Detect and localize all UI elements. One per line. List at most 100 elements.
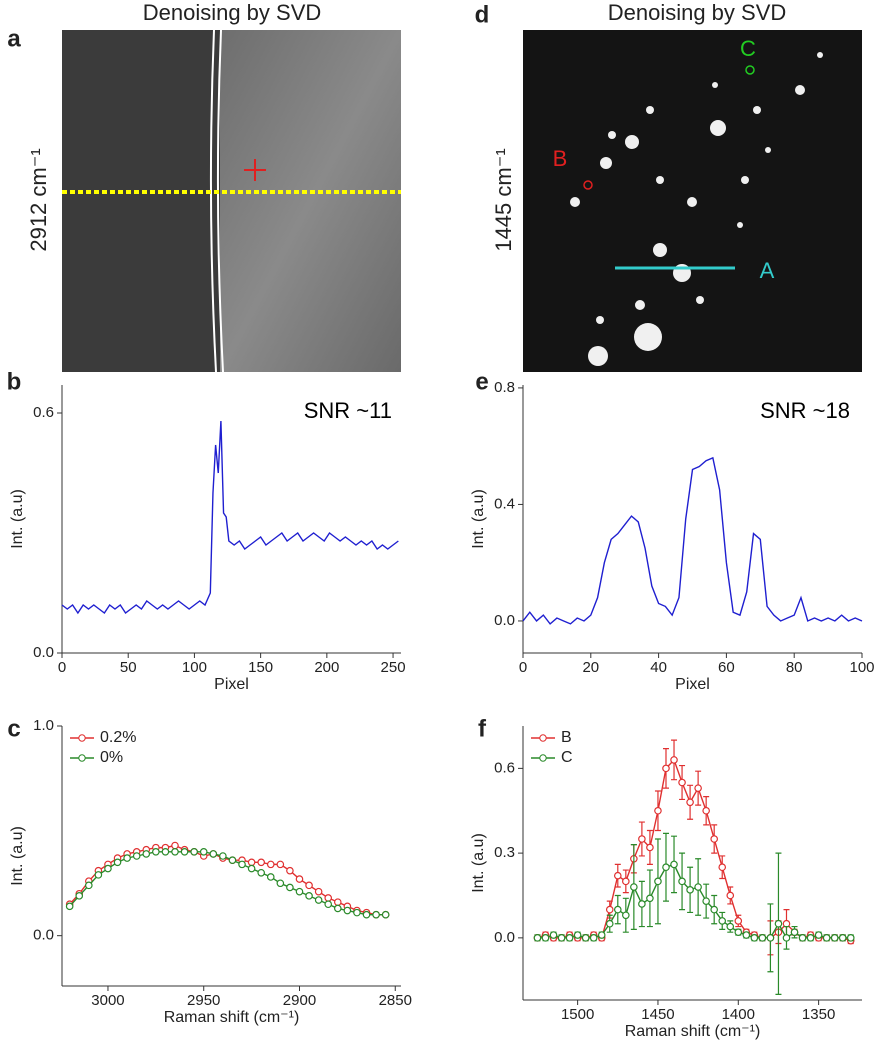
- y-tick-label: 0.6: [494, 759, 515, 776]
- marker: [742, 931, 751, 939]
- x-tick-label: 20: [582, 659, 599, 676]
- marker: [726, 891, 735, 900]
- series-line: [69, 851, 386, 916]
- marker: [199, 848, 208, 856]
- marker: [597, 931, 606, 939]
- marker: [353, 908, 361, 917]
- marker: [276, 879, 285, 888]
- marker: [605, 905, 614, 914]
- y-tick-label: 1.0: [33, 717, 54, 734]
- panel-label: a: [7, 25, 21, 52]
- y-tick-label: 0.6: [33, 404, 54, 421]
- marker: [694, 883, 702, 891]
- marker: [734, 917, 743, 925]
- marker: [171, 848, 179, 856]
- marker: [266, 860, 275, 869]
- marker: [295, 887, 304, 896]
- marker: [646, 843, 654, 852]
- panel-label: c: [7, 715, 20, 742]
- annotation: SNR ~18: [760, 398, 850, 423]
- marker: [613, 871, 622, 880]
- x-tick-label: 200: [314, 659, 339, 676]
- x-tick-label: 250: [381, 659, 406, 676]
- marker: [806, 934, 815, 942]
- droplet: [625, 135, 639, 149]
- marker: [75, 892, 84, 900]
- droplet: [712, 82, 718, 88]
- annotation: SNR ~11: [304, 398, 392, 423]
- x-tick-label: 150: [248, 659, 273, 676]
- point-marker: [583, 180, 593, 190]
- marker: [113, 858, 122, 867]
- marker: [541, 934, 550, 942]
- droplet: [656, 176, 664, 184]
- marker: [766, 934, 775, 942]
- marker: [573, 931, 582, 939]
- x-tick-label: 100: [182, 659, 207, 676]
- annotation: B: [553, 146, 568, 171]
- marker: [686, 798, 694, 807]
- x-tick-label: 50: [120, 659, 137, 676]
- marker: [630, 883, 638, 891]
- marker: [710, 905, 718, 914]
- marker: [343, 906, 352, 915]
- y-tick-label: 0.3: [494, 844, 515, 861]
- droplet: [634, 323, 662, 351]
- capillary-wall: [209, 29, 217, 373]
- marker: [228, 856, 237, 864]
- legend-label: C: [561, 749, 573, 766]
- y-tick-label: 0.0: [494, 612, 515, 629]
- x-tick-label: 1350: [802, 1006, 835, 1023]
- droplet: [765, 147, 771, 153]
- droplets: [570, 52, 823, 366]
- marker: [702, 806, 710, 815]
- marker: [710, 835, 718, 843]
- marker: [654, 806, 662, 815]
- marker: [622, 911, 630, 920]
- marker: [694, 784, 702, 792]
- marker: [814, 931, 823, 939]
- annotation: A: [760, 258, 775, 283]
- droplet: [596, 316, 604, 324]
- droplet: [646, 106, 654, 114]
- marker: [295, 875, 304, 883]
- legend-marker: [78, 734, 86, 742]
- marker: [152, 848, 160, 856]
- capillary-wall: [216, 29, 224, 373]
- panel-title: Denoising by SVD: [143, 0, 322, 25]
- x-tick-label: 40: [650, 659, 667, 676]
- marker: [123, 854, 131, 862]
- marker: [670, 756, 678, 764]
- x-tick-label: 1450: [641, 1006, 674, 1023]
- marker: [638, 835, 646, 843]
- image-bright-region: [220, 30, 401, 372]
- marker: [180, 848, 189, 856]
- marker: [94, 871, 103, 879]
- droplet: [753, 106, 761, 114]
- image-ylabel: 1445 cm⁻¹: [491, 148, 516, 251]
- marker: [247, 858, 256, 867]
- x-axis-label: Raman shift (cm⁻¹): [164, 1009, 300, 1026]
- x-axis-label: Pixel: [214, 676, 249, 693]
- panel-label: d: [475, 1, 490, 28]
- x-tick-label: 100: [849, 659, 874, 676]
- marker: [257, 858, 265, 867]
- image-a: [62, 29, 401, 373]
- y-tick-label: 0.4: [494, 495, 515, 512]
- y-tick-label: 0.0: [33, 644, 54, 661]
- droplet: [608, 131, 616, 139]
- marker: [190, 848, 198, 856]
- marker: [846, 934, 855, 942]
- marker: [104, 864, 112, 873]
- x-tick-label: 2900: [283, 992, 316, 1009]
- marker: [314, 896, 323, 904]
- marker: [662, 863, 670, 872]
- marker: [266, 873, 275, 881]
- marker: [758, 934, 767, 942]
- series-line: [537, 758, 851, 942]
- marker: [276, 860, 285, 869]
- droplet: [600, 157, 612, 169]
- marker: [132, 852, 141, 860]
- droplet: [588, 346, 608, 366]
